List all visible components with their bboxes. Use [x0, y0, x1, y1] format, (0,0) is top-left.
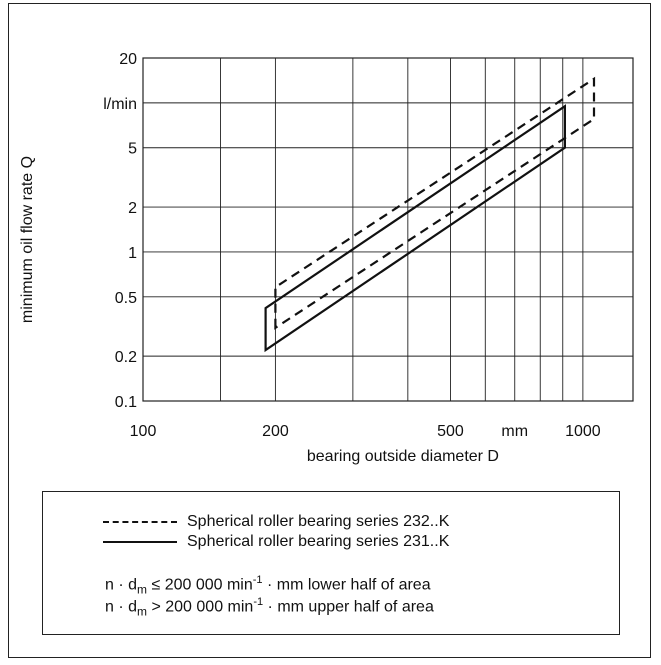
note2-prefix: n · d [105, 598, 138, 616]
note1-relation: ≤ 200 000 min [147, 576, 253, 594]
note2-suffix: · mm upper half of area [263, 598, 434, 616]
legend: Spherical roller bearing series 232..K S… [42, 491, 620, 635]
note1-suffix: · mm lower half of area [262, 576, 431, 594]
grid [142, 57, 634, 402]
note1-prefix: n · d [105, 576, 138, 594]
note1-sub: m [137, 582, 148, 597]
series-area-2 [264, 104, 567, 353]
x-tick-label: mm [501, 423, 528, 440]
y-tick-label: 5 [128, 141, 137, 158]
legend-label-232: Spherical roller bearing series 232..K [187, 513, 450, 530]
y-tick-label: l/min [103, 96, 137, 113]
y-tick-label: 0.1 [115, 394, 137, 411]
series-layer [264, 76, 596, 353]
note2-relation: > 200 000 min [147, 598, 254, 616]
legend-item-232: Spherical roller bearing series 232..K [103, 512, 449, 532]
legend-item-231: Spherical roller bearing series 231..K [103, 532, 449, 552]
note-lower-half: n · dm ≤ 200 000 min-1 · mm lower half o… [105, 570, 431, 600]
note2-sup: -1 [253, 596, 264, 608]
note1-sup: -1 [252, 574, 263, 586]
x-tick-label: 100 [130, 423, 157, 440]
x-tick-label: 1000 [565, 423, 601, 440]
tick-labels: 100 200 500 mm 1000 20 l/min 5 2 1 0.5 0.2 0.1 [103, 51, 601, 440]
x-tick-label: 500 [437, 423, 464, 440]
x-tick-label: 200 [262, 423, 289, 440]
y-tick-label: 2 [128, 200, 137, 217]
figure-frame [8, 3, 651, 658]
x-axis-title: bearing outside diameter D [307, 448, 499, 465]
note2-sub: m [137, 604, 148, 619]
dashed-line-swatch [103, 521, 177, 523]
series-area-1 [274, 76, 596, 330]
y-tick-label: 20 [119, 51, 137, 68]
note-upper-half: n · dm > 200 000 min-1 · mm upper half o… [105, 592, 434, 622]
solid-line-swatch [103, 541, 177, 543]
legend-label-231: Spherical roller bearing series 231..K [187, 533, 450, 550]
y-tick-label: 0.5 [115, 290, 137, 307]
y-axis-title: minimum oil flow rate Q [19, 156, 36, 323]
y-tick-label: 0.2 [115, 349, 137, 366]
chart: 100 200 500 mm 1000 20 l/min 5 2 1 0.5 0.2 0.1 beari… [19, 51, 634, 465]
y-tick-label: 1 [128, 245, 137, 262]
